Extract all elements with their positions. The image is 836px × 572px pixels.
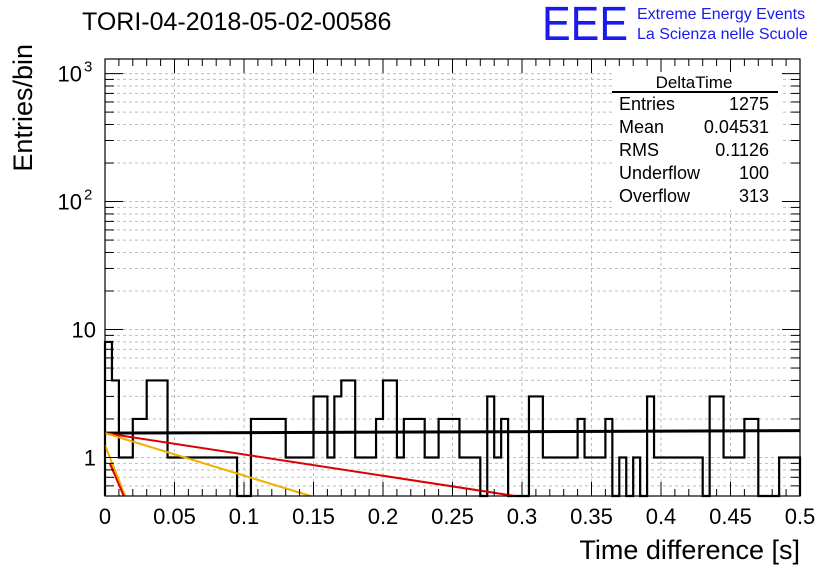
chart-title: TORI-04-2018-05-02-00586	[82, 8, 391, 36]
histogram-bin	[327, 457, 334, 496]
stats-label-underflow: Underflow	[619, 163, 701, 183]
histogram-bin	[188, 457, 195, 496]
stats-label-entries: Entries	[619, 94, 675, 114]
histogram-bin	[689, 457, 696, 496]
histogram-bin	[369, 457, 376, 496]
x-tick-label: 0.1	[229, 504, 260, 529]
histogram-bin	[362, 457, 369, 496]
stats-value-mean: 0.04531	[704, 117, 769, 137]
histogram-bin	[175, 457, 182, 496]
x-axis-label: Time difference [s]	[579, 535, 800, 565]
stats-label-overflow: Overflow	[619, 186, 691, 206]
stats-label-rms: RMS	[619, 140, 659, 160]
y-tick-label: 10	[58, 62, 82, 87]
histogram-bin	[459, 457, 466, 496]
histogram-bin	[432, 457, 439, 496]
histogram-bin	[585, 457, 592, 496]
histogram-bin	[550, 457, 557, 496]
logo-line-1: Extreme Energy Events	[637, 6, 805, 23]
stats-value-underflow: 100	[739, 163, 769, 183]
histogram-bin	[682, 457, 689, 496]
x-tick-label: 0.4	[646, 504, 677, 529]
grid-lines	[105, 59, 800, 497]
histogram-bin	[494, 457, 501, 496]
histogram-bin	[571, 457, 578, 496]
stats-label-mean: Mean	[619, 117, 664, 137]
histogram-bin	[397, 457, 404, 496]
histogram-outline	[103, 340, 802, 498]
histogram-bin	[737, 457, 744, 496]
y-tick-label: 10	[58, 190, 82, 215]
stats-title: DeltaTime	[656, 73, 733, 92]
histogram-bin	[140, 419, 147, 496]
histogram-bin	[168, 457, 175, 496]
x-axis-ticks: 0 0.05 0.1 0.15 0.2 0.25 0.3 0.35 0.4 0.45 0.5	[99, 59, 815, 529]
histogram-bin	[209, 457, 216, 496]
stats-value-entries: 1275	[729, 94, 769, 114]
histogram-bin	[731, 457, 738, 496]
histogram-bin	[223, 457, 230, 496]
fit-curve	[104, 429, 801, 435]
fit-curve	[108, 462, 125, 497]
x-tick-label: 0.5	[785, 504, 816, 529]
histogram-bin	[598, 457, 605, 496]
y-tick-label: 1	[84, 445, 96, 470]
fit-curve	[104, 444, 127, 497]
fit-curves	[104, 429, 801, 497]
histogram-bin	[592, 457, 599, 496]
x-tick-label: 0.25	[431, 504, 474, 529]
histogram-bin	[411, 419, 418, 496]
x-tick-label: 0.15	[292, 504, 335, 529]
histogram-bin	[724, 457, 731, 496]
x-tick-label: 0.05	[153, 504, 196, 529]
stats-box-background	[612, 72, 780, 210]
histogram-bars	[103, 340, 802, 498]
fit-curve	[104, 432, 516, 497]
histogram-bin	[181, 457, 188, 496]
histogram-bin	[425, 457, 432, 496]
stats-box: DeltaTime Entries 1275 Mean 0.04531 RMS …	[612, 72, 780, 210]
histogram-bin	[355, 457, 362, 496]
histogram-bin	[216, 457, 223, 496]
x-tick-label: 0.45	[709, 504, 752, 529]
y-tick-exponent: 3	[84, 59, 92, 76]
x-tick-label: 0.3	[507, 504, 538, 529]
histogram-bin	[543, 457, 550, 496]
y-axis-label: Entries/bin	[8, 44, 38, 172]
stats-value-rms: 0.1126	[715, 140, 769, 160]
y-tick-label: 10	[72, 318, 96, 343]
histogram-bin	[126, 457, 133, 496]
histogram-bin	[654, 457, 661, 496]
y-tick-exponent: 2	[84, 187, 92, 204]
x-tick-label: 0	[99, 504, 111, 529]
fit-curve	[104, 432, 312, 497]
x-tick-label: 0.2	[368, 504, 399, 529]
logo-line-2: La Scienza nelle Scuole	[637, 26, 808, 43]
histogram-bin	[564, 457, 571, 496]
eee-logo-mark: EEE	[542, 0, 628, 51]
histogram-bin	[557, 457, 564, 496]
histogram-bin	[661, 457, 668, 496]
x-tick-label: 0.35	[570, 504, 613, 529]
stats-value-overflow: 313	[739, 186, 769, 206]
histogram-bin	[675, 457, 682, 496]
histogram-bin	[154, 380, 161, 496]
histogram-bin	[668, 457, 675, 496]
histogram-bin	[341, 380, 348, 496]
